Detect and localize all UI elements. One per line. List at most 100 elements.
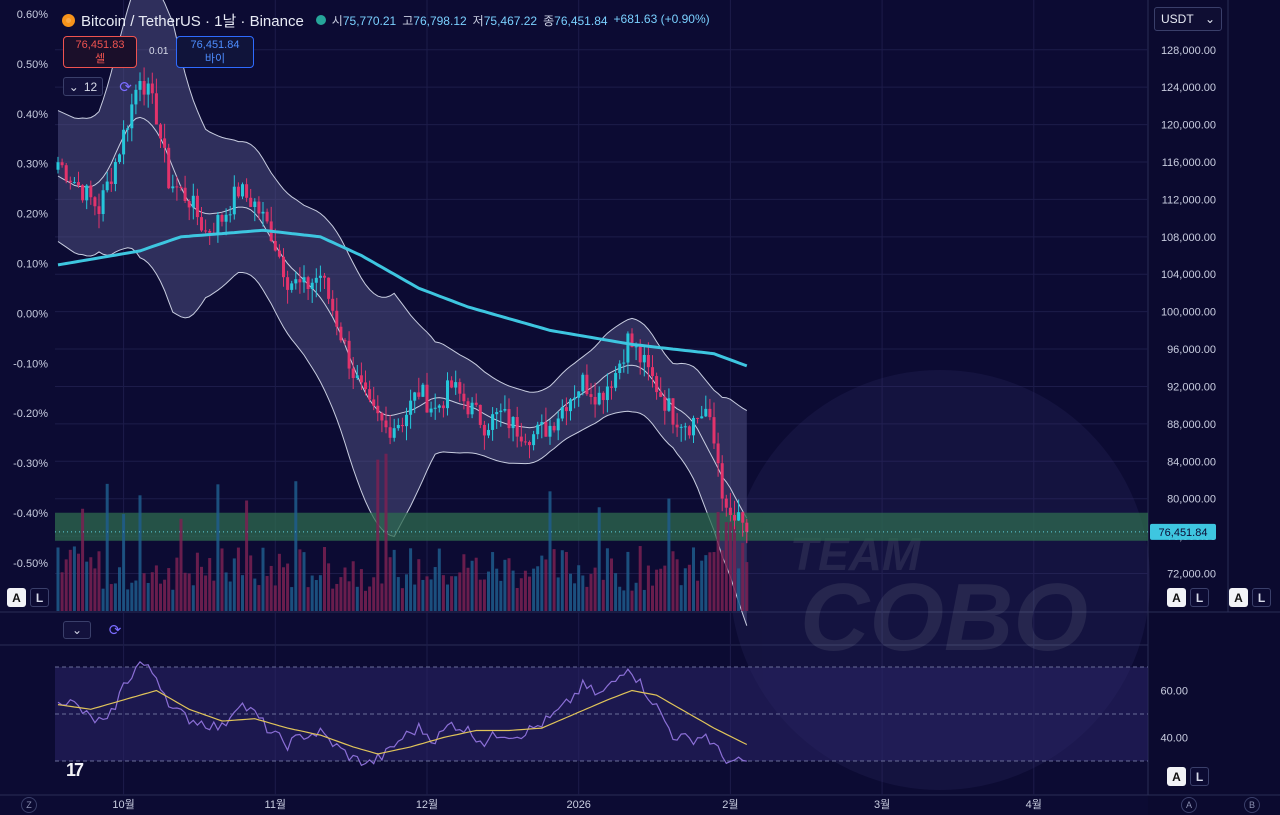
rsi-auto-scale-button[interactable]: A bbox=[1167, 767, 1186, 786]
volume-bar bbox=[208, 558, 212, 611]
buy-button[interactable]: 76,451.84 바이 bbox=[176, 36, 254, 68]
indicator-count: 12 bbox=[83, 79, 98, 94]
auto-scale-left-button[interactable]: A bbox=[7, 588, 26, 607]
volume-bar bbox=[228, 581, 232, 611]
rsi-sync-icon[interactable]: ⟳ bbox=[108, 622, 122, 639]
volume-bar bbox=[724, 522, 728, 611]
price-tick-label: 116,000.00 bbox=[1162, 157, 1216, 169]
time-tick-label: 11월 bbox=[265, 798, 287, 811]
volume-bar bbox=[286, 563, 290, 611]
candle-body bbox=[528, 442, 531, 446]
candle-body bbox=[146, 83, 150, 95]
log-scale-button[interactable]: L bbox=[1190, 588, 1209, 607]
volume-bar bbox=[347, 581, 351, 611]
volume-bar bbox=[335, 583, 339, 611]
volume-bar bbox=[528, 576, 531, 611]
candle-body bbox=[667, 398, 671, 411]
candle-body bbox=[126, 128, 130, 130]
percent-tick-label: 0.50% bbox=[17, 59, 48, 71]
candle-body bbox=[81, 185, 85, 201]
candle-body bbox=[515, 417, 519, 437]
volume-bar bbox=[573, 583, 577, 611]
candle-body bbox=[249, 197, 253, 208]
volume-bar bbox=[708, 552, 712, 611]
volume-bar bbox=[405, 574, 408, 611]
candle-body bbox=[232, 186, 236, 215]
price-tick-label: 124,000.00 bbox=[1161, 82, 1216, 94]
candle-body bbox=[491, 414, 495, 430]
price-axis: 72,000.0076,000.0080,000.0084,000.0088,0… bbox=[1150, 45, 1216, 581]
candle-body bbox=[396, 425, 400, 429]
rsi-tick-label: 40.00 bbox=[1160, 733, 1188, 745]
candle-body bbox=[85, 185, 89, 201]
price-tick-label: 112,000.00 bbox=[1162, 194, 1216, 206]
band-fill bbox=[58, 0, 747, 626]
axis-a-button[interactable]: A bbox=[1181, 797, 1197, 813]
currency-select[interactable]: USDT ⌄ bbox=[1154, 7, 1222, 31]
candle-body bbox=[720, 463, 724, 499]
volume-bar bbox=[733, 526, 736, 611]
volume-bar bbox=[540, 555, 544, 611]
volume-bar bbox=[392, 549, 396, 611]
volume-bar bbox=[364, 590, 367, 611]
auto-scale-button[interactable]: A bbox=[1167, 588, 1186, 607]
sell-button[interactable]: 76,451.83 셀 bbox=[63, 36, 137, 68]
candle-body bbox=[286, 277, 290, 290]
volume-bar bbox=[474, 557, 478, 611]
price-tick-label: 92,000.00 bbox=[1167, 381, 1216, 393]
candle-body bbox=[692, 417, 695, 436]
volume-bar bbox=[667, 498, 671, 611]
volume-bar bbox=[257, 585, 261, 611]
volume-bar bbox=[175, 557, 179, 611]
volume-bar bbox=[589, 573, 593, 611]
axis-b-button[interactable]: B bbox=[1244, 797, 1260, 813]
indicators-toggle[interactable]: ⌄ 12 bbox=[63, 77, 103, 96]
volume-bar bbox=[142, 573, 146, 611]
candle-body bbox=[433, 407, 437, 409]
volume-bar bbox=[683, 568, 687, 611]
rsi-collapse-button[interactable]: ⌄ bbox=[63, 621, 91, 639]
candle-body bbox=[466, 401, 470, 415]
symbol-title[interactable]: Bitcoin / TetherUS · 1날 · Binance bbox=[81, 12, 304, 30]
candle-body bbox=[93, 197, 97, 207]
zoom-reset-button[interactable]: Z bbox=[21, 797, 37, 813]
last-price-tag bbox=[1150, 523, 1216, 540]
log-scale-right-button[interactable]: L bbox=[1252, 588, 1271, 607]
candle-body bbox=[622, 362, 626, 364]
volume-bar bbox=[630, 590, 634, 611]
rsi-log-scale-button[interactable]: L bbox=[1190, 767, 1209, 786]
low-value: 75,467.22 bbox=[483, 13, 538, 28]
symbol-legend: Bitcoin / TetherUS · 1날 · Binance 시75,77… bbox=[62, 10, 710, 30]
volume-bar bbox=[470, 560, 474, 611]
sync-icon[interactable]: ⟳ bbox=[119, 78, 132, 96]
percent-tick-label: 0.00% bbox=[17, 308, 48, 320]
volume-bar bbox=[138, 495, 142, 611]
volume-bar bbox=[581, 575, 585, 611]
volume-bar bbox=[282, 567, 285, 611]
volume-bar bbox=[93, 568, 97, 611]
candle-body bbox=[290, 283, 294, 290]
candle-body bbox=[167, 147, 171, 189]
auto-scale-right-button[interactable]: A bbox=[1229, 588, 1248, 607]
candle-body bbox=[564, 407, 568, 412]
candle-body bbox=[236, 186, 240, 197]
volume-bar bbox=[163, 579, 167, 611]
volume-bar bbox=[318, 575, 322, 611]
volume-bar bbox=[122, 514, 126, 611]
candle-body bbox=[364, 382, 367, 390]
percent-tick-label: 0.10% bbox=[17, 259, 48, 271]
volume-bar bbox=[306, 587, 310, 611]
candle-body bbox=[687, 426, 691, 436]
candle-body bbox=[113, 162, 117, 184]
log-scale-left-button[interactable]: L bbox=[30, 588, 49, 607]
volume-bar bbox=[85, 561, 89, 611]
price-tick-label: 88,000.00 bbox=[1167, 419, 1216, 431]
volume-bar bbox=[89, 557, 93, 611]
candle-body bbox=[548, 425, 552, 437]
price-tick-label: 96,000.00 bbox=[1167, 344, 1216, 356]
candle-body bbox=[241, 184, 244, 197]
percent-tick-label: -0.30% bbox=[13, 458, 48, 470]
candle-body bbox=[552, 425, 556, 431]
candle-body bbox=[519, 436, 523, 442]
